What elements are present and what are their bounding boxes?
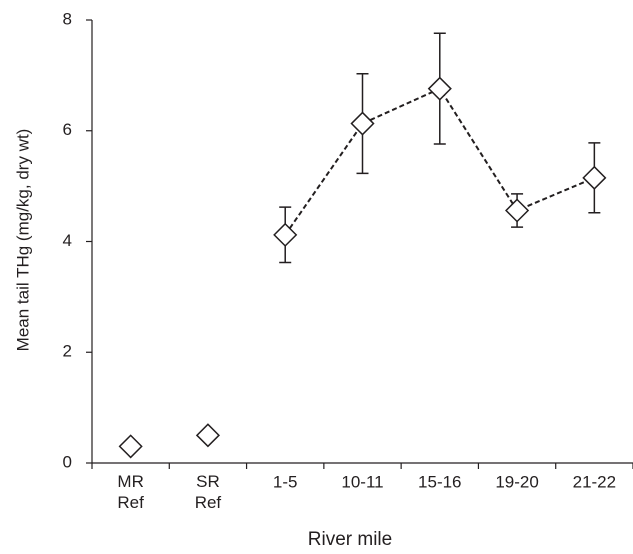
x-tick-label: MR Ref xyxy=(117,472,144,512)
marker xyxy=(118,434,143,459)
y-tick-label: 4 xyxy=(63,231,72,250)
x-tick-label: 19-20 xyxy=(495,472,538,491)
y-tick-label: 8 xyxy=(63,9,72,28)
x-tick-label: 1-5 xyxy=(273,472,298,491)
x-tick-label: 21-22 xyxy=(573,472,616,491)
marker xyxy=(195,423,220,448)
y-tick-label: 6 xyxy=(63,120,72,139)
marker xyxy=(505,198,530,223)
x-tick-label: 10-11 xyxy=(341,472,383,491)
x-tick-label: 15-16 xyxy=(418,472,461,491)
marker xyxy=(582,165,607,190)
x-tick-label: SR Ref xyxy=(195,472,222,512)
y-tick-label: 2 xyxy=(63,342,72,361)
x-axis-label: River mile xyxy=(308,529,392,550)
marker xyxy=(350,111,375,136)
marker xyxy=(273,222,298,247)
y-axis-label: Mean tail THg (mg/kg, dry wt) xyxy=(13,129,32,352)
marker xyxy=(427,76,452,101)
y-tick-label: 0 xyxy=(63,452,72,471)
